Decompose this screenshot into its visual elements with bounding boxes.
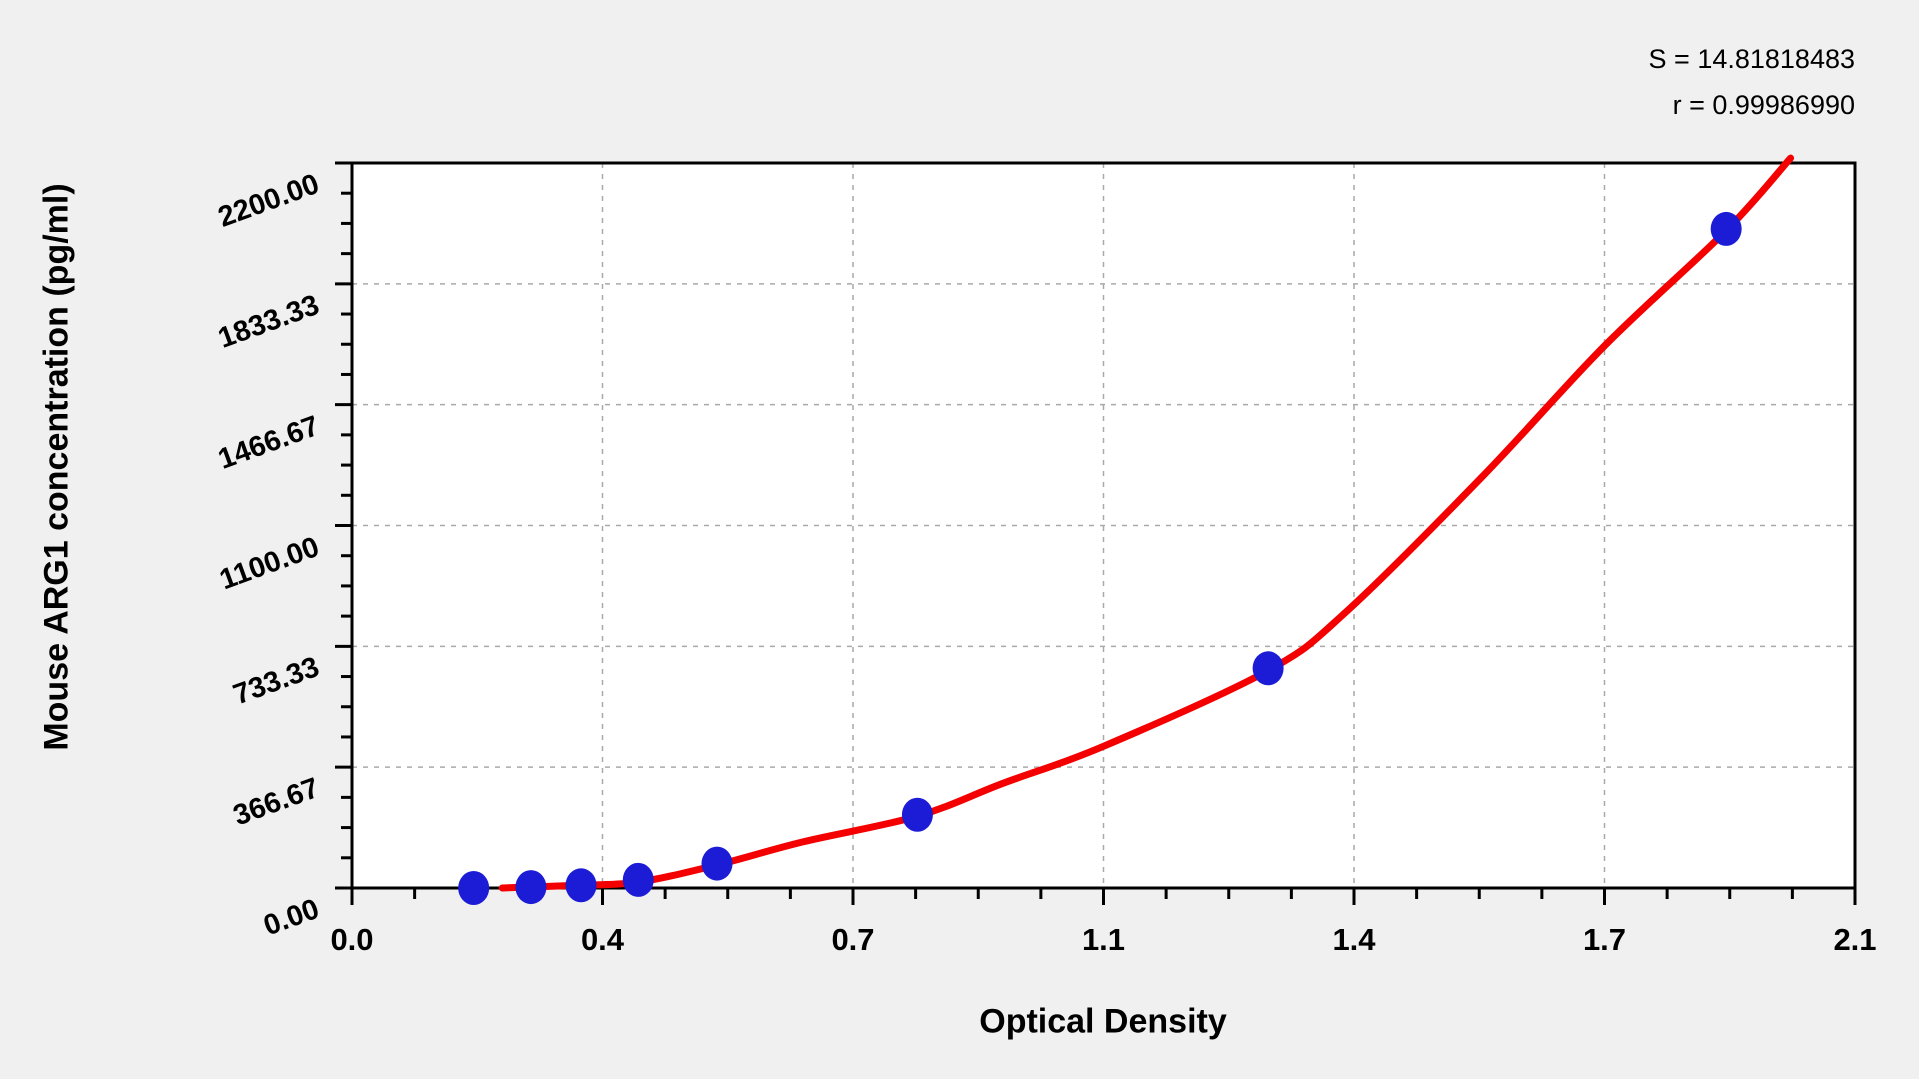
data-point: [701, 846, 733, 881]
axis-ticks: [335, 161, 1857, 905]
x-tick-label: 0.4: [580, 922, 625, 957]
x-tick-label: 2.1: [1833, 922, 1877, 957]
gridlines: [352, 163, 1855, 888]
data-point: [565, 868, 597, 903]
data-point: [622, 862, 654, 897]
y-axis-title: Mouse ARG1 concentration (pg/ml): [37, 183, 76, 751]
stat-s: S = 14.81818483: [1648, 44, 1855, 74]
x-tick-label: 1.4: [1332, 922, 1376, 957]
x-axis-title: Optical Density: [979, 1002, 1227, 1041]
x-tick-label: 0.7: [831, 922, 875, 957]
data-point: [1710, 211, 1742, 246]
plot-frame: [350, 161, 1857, 890]
fit-statistics: S = 14.81818483 r = 0.99986990: [1649, 36, 1855, 128]
data-point: [901, 797, 933, 832]
data-point: [515, 870, 547, 905]
x-tick-label: 1.1: [1081, 922, 1126, 957]
x-tick-label: 1.7: [1582, 922, 1627, 957]
stat-r: r = 0.99986990: [1672, 90, 1855, 120]
fit-curve: [498, 154, 1795, 892]
data-point: [1252, 651, 1284, 686]
x-tick-label: 0.0: [330, 922, 374, 957]
data-point: [458, 871, 490, 905]
